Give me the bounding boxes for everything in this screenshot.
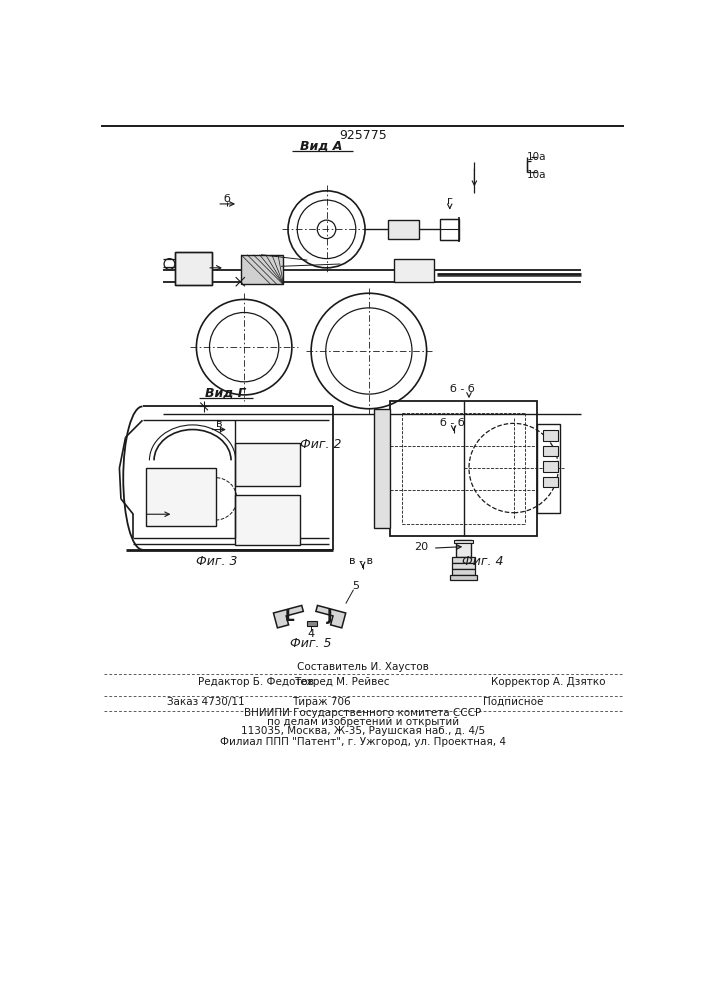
Text: Фиг. 4: Фиг. 4 [462, 555, 503, 568]
Bar [235, 495, 300, 545]
Text: в: в [216, 419, 223, 429]
Text: L: L [285, 609, 294, 624]
Text: г: г [447, 196, 452, 206]
Bar [543, 477, 559, 487]
Text: б - б: б - б [450, 384, 475, 394]
Bar [175, 252, 212, 285]
Bar [543, 461, 559, 472]
Text: 20: 20 [414, 542, 428, 552]
Text: Заказ 4730/11: Заказ 4730/11 [167, 697, 245, 707]
Bar [395, 259, 434, 282]
Bar [388, 220, 419, 239]
Bar [175, 252, 212, 285]
Bar [308, 621, 317, 626]
Bar [452, 563, 475, 569]
Bar [455, 540, 473, 543]
Text: Тираж 706: Тираж 706 [292, 697, 351, 707]
Text: Вид Г: Вид Г [204, 387, 245, 400]
Polygon shape [316, 605, 346, 628]
Text: б: б [223, 194, 230, 204]
Text: 5: 5 [352, 581, 359, 591]
Bar [235, 443, 300, 486]
Bar [450, 575, 477, 580]
Text: 10а: 10а [527, 170, 547, 180]
Text: J: J [327, 609, 332, 624]
Text: 113035, Москва, Ж-35, Раушская наб., д. 4/5: 113035, Москва, Ж-35, Раушская наб., д. … [240, 726, 485, 736]
Text: Филиал ППП "Патент", г. Ужгород, ул. Проектная, 4: Филиал ППП "Патент", г. Ужгород, ул. Про… [220, 737, 506, 747]
Bar [543, 446, 559, 456]
Text: Составитель И. Хаустов: Составитель И. Хаустов [297, 662, 428, 672]
Text: Фиг. 5: Фиг. 5 [291, 637, 332, 650]
Text: Подписное: Подписное [483, 697, 543, 707]
Bar [543, 430, 559, 441]
Text: Редактор Б. Федотов: Редактор Б. Федотов [198, 677, 314, 687]
Bar [452, 569, 475, 575]
Text: Корректор А. Дзятко: Корректор А. Дзятко [491, 677, 605, 687]
Text: б - б: б - б [440, 418, 464, 428]
Text: 4: 4 [308, 629, 315, 639]
Bar [146, 468, 216, 526]
Text: ВНИИПИ Государственного комитета СССР: ВНИИПИ Государственного комитета СССР [244, 708, 481, 718]
Text: 925775: 925775 [339, 129, 387, 142]
Text: Фиг. 2: Фиг. 2 [300, 438, 342, 451]
Text: в - в: в - в [349, 556, 373, 566]
Bar [241, 255, 284, 284]
Bar [452, 557, 475, 563]
Text: Вид А: Вид А [300, 140, 342, 153]
Text: 10а: 10а [527, 152, 547, 162]
Text: по делам изобретений и открытий: по делам изобретений и открытий [267, 717, 459, 727]
Bar [537, 424, 560, 513]
Text: Фиг. 3: Фиг. 3 [197, 555, 238, 568]
Polygon shape [274, 605, 303, 628]
Bar [390, 401, 537, 536]
Bar [373, 409, 390, 528]
Text: Техред М. Рейвес: Техред М. Рейвес [294, 677, 390, 687]
Bar [440, 219, 459, 240]
Bar [456, 540, 472, 557]
